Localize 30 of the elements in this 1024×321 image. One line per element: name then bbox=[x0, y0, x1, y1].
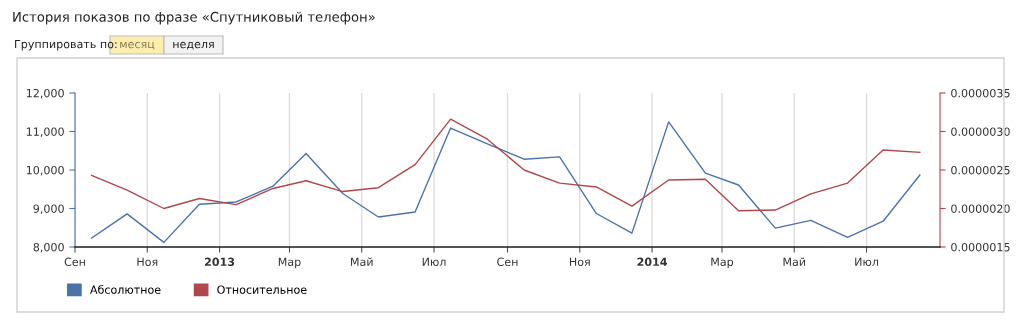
line-series bbox=[90, 121, 921, 244]
y2-tick-label: 0.0000020 bbox=[951, 204, 1010, 213]
y-tick-label: 10,000 bbox=[26, 165, 64, 176]
y-tick-label: 9,000 bbox=[33, 204, 64, 215]
legend-label: Абсолютное bbox=[90, 285, 161, 294]
text: неделя bbox=[173, 41, 214, 50]
x-tick-label: Сен bbox=[497, 257, 518, 267]
x-tick-label: 2014 bbox=[637, 257, 668, 267]
text: Группировать по: bbox=[15, 39, 117, 51]
x-tick-label: Мар bbox=[711, 257, 734, 269]
y2-tick-label: 0.0000035 bbox=[951, 88, 1010, 98]
y2-tick-label: 0.0000025 bbox=[951, 165, 1010, 175]
x-tick-label: 2013 bbox=[204, 257, 235, 267]
x-tick-label: Мар bbox=[278, 257, 301, 269]
x-tick-label: Май bbox=[783, 257, 806, 267]
y-tick-label: 8,000 bbox=[33, 242, 64, 253]
y-tick-label: 11,000 bbox=[26, 127, 64, 138]
text: месяц bbox=[120, 41, 155, 50]
y2-tick-label: 0.0000015 bbox=[951, 242, 1010, 252]
x-tick-label: Ноя bbox=[569, 257, 590, 267]
line-series bbox=[90, 118, 921, 212]
legend-label: Относительное bbox=[217, 285, 307, 294]
x-tick-label: Июл bbox=[422, 257, 446, 267]
y-tick-label: 12,000 bbox=[26, 88, 64, 99]
x-tick-label: Ноя bbox=[137, 257, 158, 267]
x-tick-label: Май bbox=[351, 257, 373, 267]
x-tick-label: Июл bbox=[855, 257, 878, 267]
y2-tick-label: 0.0000030 bbox=[951, 127, 1010, 136]
x-tick-label: Сен bbox=[64, 257, 85, 267]
chart-title: История показов по фразе «Спутниковый телефон» bbox=[13, 11, 375, 25]
